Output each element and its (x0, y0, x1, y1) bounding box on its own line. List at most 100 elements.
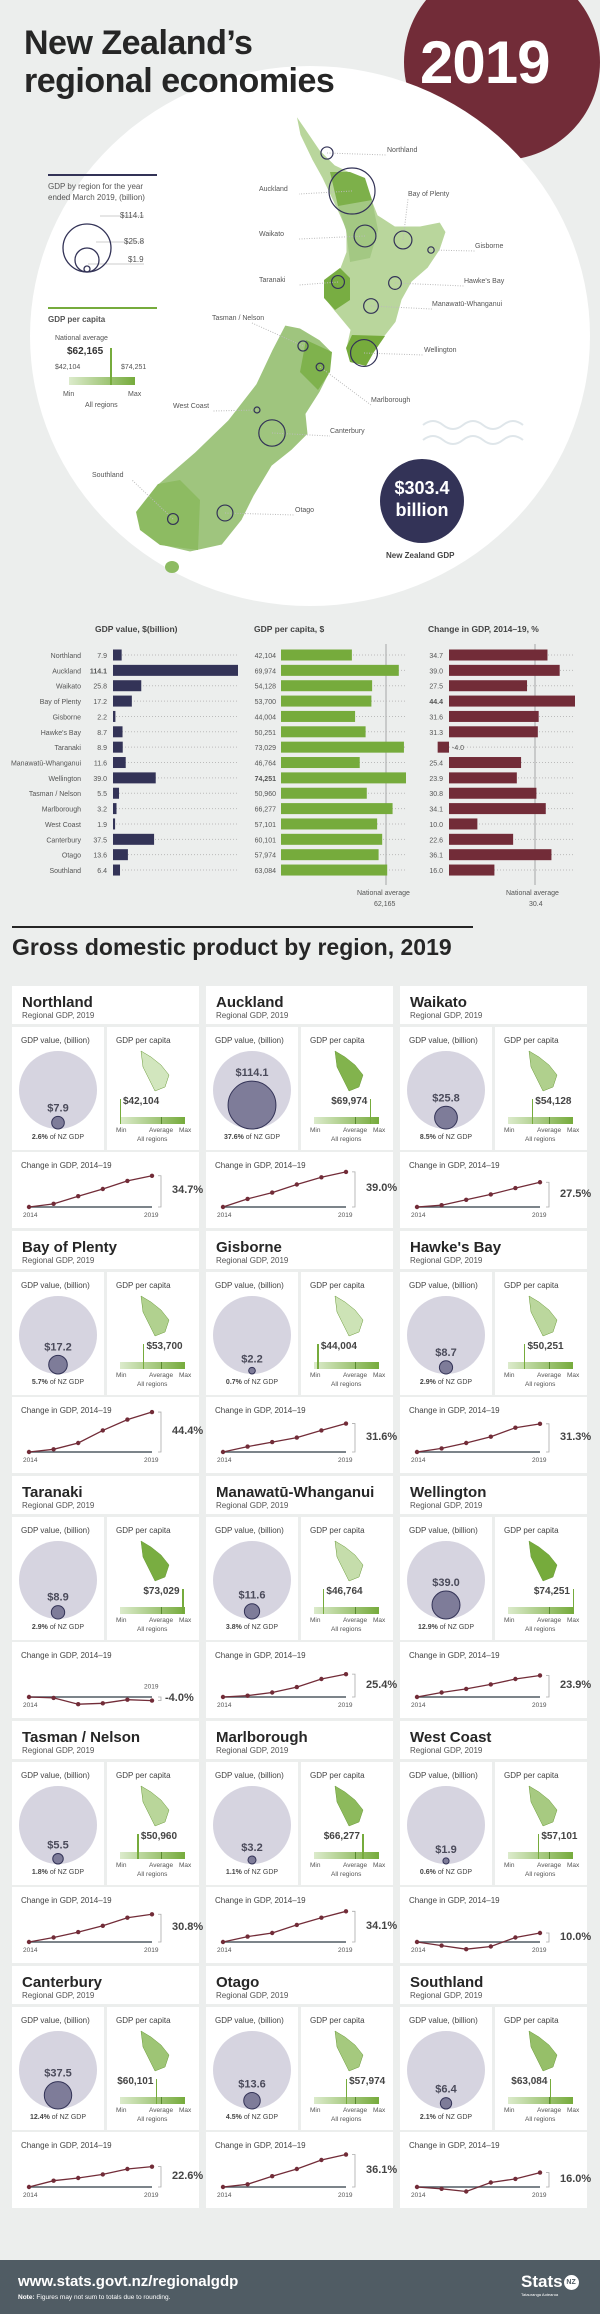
footer-note: Note: Figures may not sum to totals due … (18, 2294, 171, 2301)
footer-url[interactable]: www.stats.govt.nz/regionalgdp (18, 2273, 239, 2290)
change-point (488, 2180, 493, 2185)
gdp-bar-gisborne (113, 710, 116, 722)
gdp-share: 2.6% of NZ GDP (31, 1134, 85, 1141)
change-line-chart: 2014 2019 (23, 1912, 162, 1954)
change-panel: Change in GDP, 2014–19 2014 2019 36.1% (206, 2132, 397, 2208)
max-label: Max (179, 1372, 192, 1379)
map-label-northland: Northland (387, 147, 418, 154)
gdp-value-panel: GDP value, (billion) $25.8 8.5% of NZ GD… (400, 1027, 492, 1150)
region-shape-icon (528, 1050, 558, 1092)
gdp-circles: $7.9 (19, 1051, 97, 1130)
year-start-label: 2014 (217, 1947, 232, 1954)
change-point (343, 1909, 349, 1914)
region-name: Gisborne (216, 1239, 282, 1256)
nz-gdp-circle (19, 1051, 97, 1129)
change-line (222, 1910, 347, 1943)
gdp-circles: $5.5 (19, 1786, 97, 1865)
region-gdp-value: $6.4 (435, 2084, 457, 2096)
change-line (416, 1423, 541, 1453)
nz-gdp-circle (213, 1541, 291, 1619)
change-line (28, 1175, 153, 1208)
region-gdp-circle (438, 1360, 454, 1375)
gdp-share: 12.4% of NZ GDP (29, 2114, 87, 2121)
change-line-chart: 2014 2019 (217, 1909, 356, 1954)
average-label: Average (343, 2107, 368, 2114)
per-capita-label: GDP per capita (116, 1771, 171, 1780)
card-header: Northland Regional GDP, 2019 (12, 986, 199, 1024)
region-gdp-value: $11.6 (239, 1590, 266, 1602)
all-regions-label: All regions (525, 1871, 556, 1878)
year-end-label: 2019 (338, 1457, 353, 1464)
total-gdp-circle: $303.4 billion (380, 459, 464, 543)
change-point (51, 1695, 56, 1701)
gdp-share: 5.7% of NZ GDP (31, 1379, 85, 1386)
per-capita-value: $46,764 (326, 1586, 363, 1597)
gdp-value-label: GDP value, (billion) (409, 1771, 478, 1780)
change-line (416, 1181, 541, 1208)
map-label-bay-of-plenty: Bay of Plenty (408, 191, 450, 198)
gdp-bar-taranaki (113, 741, 123, 753)
region-marker (549, 2079, 552, 2104)
map-bubble-otago (216, 504, 234, 522)
bar-category-label: Wellington (48, 776, 81, 783)
change-bracket (158, 1913, 162, 1943)
change-point (464, 1440, 469, 1446)
card-header: Taranaki Regional GDP, 2019 (12, 1476, 199, 1514)
per-capita-value-label: 57,101 (255, 822, 277, 829)
all-regions-label: All regions (525, 2116, 556, 2123)
all-regions-label: All regions (331, 1136, 362, 1143)
map-leader-line (298, 235, 366, 240)
change-bar-hawke-s-bay (449, 726, 538, 738)
change-point (464, 1947, 469, 1952)
change-point (513, 1185, 518, 1191)
year-start-label: 2014 (411, 1947, 426, 1954)
change-point (220, 1694, 226, 1700)
per-capita-value: $57,101 (541, 1831, 578, 1842)
gdp-share: 37.6% of NZ GDP (223, 1134, 281, 1141)
per-capita-range-bar (120, 1117, 185, 1124)
region-card-west-coast: West Coast Regional GDP, 2019 GDP value, … (400, 1721, 591, 1963)
per-capita-label: GDP per capita (116, 1281, 171, 1290)
change-panel: Change in GDP, 2014–19 2014 2019 31.6% (206, 1397, 397, 1473)
bar-category-label: Gisborne (53, 714, 82, 721)
per-capita-range-bar (314, 1117, 379, 1124)
change-value-label: 34.1 (429, 807, 443, 814)
max-label: Max (373, 1127, 386, 1134)
region-shape-icon (140, 1295, 170, 1337)
per-capita-bar-otago (281, 849, 379, 861)
change-national-average-label: National average (506, 890, 559, 897)
map-label-tasman-nelson: Tasman / Nelson (212, 315, 265, 322)
nz-gdp-circle (19, 1296, 97, 1374)
per-capita-range-bar (314, 1607, 379, 1614)
region-subtitle: Regional GDP, 2019 (216, 1011, 289, 1020)
region-card-wellington: Wellington Regional GDP, 2019 GDP value, … (400, 1476, 591, 1718)
change-value: 25.4% (366, 1678, 398, 1691)
average-label: Average (343, 1372, 368, 1379)
map-label-southland: Southland (92, 472, 124, 479)
min-label: Min (116, 2107, 127, 2114)
per-capita-value: $63,084 (511, 2076, 548, 2087)
bar-category-label: Manawatū-Whanganui (11, 761, 81, 768)
change-point (220, 1449, 226, 1455)
region-gdp-circle (52, 1852, 64, 1865)
change-line-chart: 2014 2019 (23, 1409, 162, 1464)
per-capita-bar-taranaki (281, 741, 404, 753)
change-line (416, 2171, 541, 2193)
per-capita-label: GDP per capita (310, 1526, 365, 1535)
per-capita-bar-gisborne (281, 710, 356, 722)
gdp-value-label: GDP value, (billion) (409, 2016, 478, 2025)
per-capita-range-bar (120, 1607, 185, 1614)
gdp-value-panel: GDP value, (billion) $1.9 0.6% of NZ GDP (400, 1762, 492, 1885)
gdp-circles: $11.6 (213, 1541, 291, 1620)
change-bracket (352, 1910, 356, 1943)
per-capita-label: GDP per capita (116, 2016, 171, 2025)
per-capita-range-bar (508, 1607, 573, 1614)
region-subtitle: Regional GDP, 2019 (22, 1746, 95, 1755)
bar-category-label: Tasman / Nelson (29, 791, 81, 798)
change-line-chart: 2014 2019 (217, 1421, 356, 1464)
change-point (488, 1192, 493, 1197)
max-label: Max (179, 2107, 192, 2114)
average-tick (160, 1117, 162, 1124)
region-shape-icon (334, 1295, 364, 1337)
max-label: Max (179, 1862, 192, 1869)
